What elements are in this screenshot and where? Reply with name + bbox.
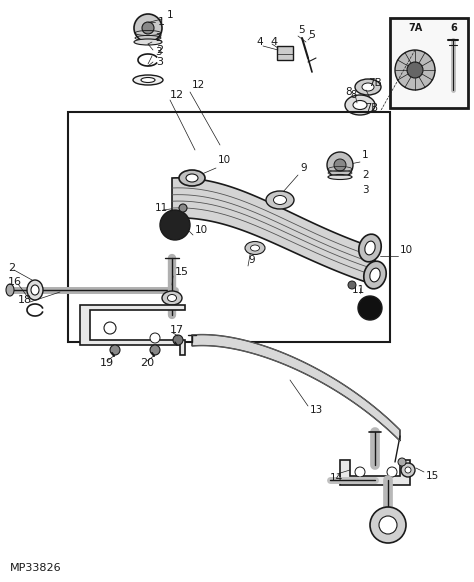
- Ellipse shape: [370, 268, 380, 282]
- Circle shape: [104, 322, 116, 334]
- Text: 12: 12: [170, 90, 184, 100]
- Text: 17: 17: [170, 325, 184, 335]
- Ellipse shape: [141, 77, 155, 83]
- Polygon shape: [340, 460, 410, 485]
- Ellipse shape: [167, 294, 176, 301]
- Circle shape: [334, 159, 346, 171]
- Ellipse shape: [134, 39, 162, 45]
- Ellipse shape: [162, 291, 182, 305]
- Text: 15: 15: [426, 471, 439, 481]
- Circle shape: [327, 152, 353, 178]
- Text: 15: 15: [175, 267, 189, 277]
- Ellipse shape: [365, 241, 375, 255]
- Text: 10: 10: [400, 245, 413, 255]
- Text: MP33826: MP33826: [10, 563, 62, 573]
- Circle shape: [348, 281, 356, 289]
- Circle shape: [370, 507, 406, 543]
- Ellipse shape: [364, 261, 386, 289]
- Circle shape: [142, 22, 154, 34]
- Circle shape: [355, 467, 365, 477]
- Text: 13: 13: [310, 405, 323, 415]
- Text: 10: 10: [218, 155, 231, 165]
- Circle shape: [405, 467, 411, 473]
- Text: 16: 16: [8, 277, 22, 287]
- Ellipse shape: [355, 79, 381, 95]
- Ellipse shape: [345, 95, 375, 115]
- Bar: [277, 46, 293, 60]
- Text: 8: 8: [350, 90, 356, 100]
- Text: 9: 9: [248, 255, 255, 265]
- Ellipse shape: [31, 285, 39, 295]
- Polygon shape: [192, 335, 400, 441]
- Text: 7B: 7B: [368, 78, 382, 88]
- Ellipse shape: [27, 280, 43, 300]
- Text: 2: 2: [156, 45, 163, 55]
- Ellipse shape: [245, 242, 265, 254]
- Ellipse shape: [328, 175, 352, 179]
- Ellipse shape: [273, 196, 286, 204]
- Circle shape: [401, 463, 415, 477]
- Bar: [390, 18, 468, 108]
- Text: 1: 1: [158, 17, 165, 27]
- Text: 3: 3: [156, 57, 163, 67]
- Text: 4: 4: [270, 37, 277, 47]
- Ellipse shape: [362, 83, 374, 91]
- Text: 11: 11: [155, 203, 168, 213]
- Circle shape: [134, 14, 162, 42]
- Polygon shape: [80, 305, 185, 355]
- Circle shape: [379, 516, 397, 534]
- Text: 3: 3: [155, 47, 162, 57]
- Ellipse shape: [179, 170, 205, 186]
- Text: 5: 5: [298, 25, 305, 35]
- Circle shape: [395, 50, 435, 90]
- Ellipse shape: [6, 284, 14, 296]
- Circle shape: [387, 467, 397, 477]
- Circle shape: [173, 335, 183, 345]
- Text: 2: 2: [362, 170, 369, 180]
- Circle shape: [179, 204, 187, 212]
- Text: 2: 2: [8, 263, 15, 273]
- Text: 7A: 7A: [408, 23, 422, 33]
- Ellipse shape: [186, 174, 198, 182]
- Text: 20: 20: [140, 358, 154, 368]
- Text: 1: 1: [167, 10, 173, 20]
- Text: 2: 2: [155, 33, 162, 43]
- Text: 3: 3: [362, 185, 369, 195]
- Bar: [68, 112, 390, 342]
- Circle shape: [150, 345, 160, 355]
- Ellipse shape: [266, 191, 294, 209]
- Text: 18: 18: [18, 295, 32, 305]
- Ellipse shape: [133, 75, 163, 85]
- Text: 14: 14: [330, 473, 343, 483]
- Circle shape: [150, 333, 160, 343]
- Text: 4: 4: [256, 37, 263, 47]
- Text: 8: 8: [345, 87, 352, 97]
- Text: 12: 12: [192, 80, 205, 90]
- Ellipse shape: [353, 101, 367, 109]
- Circle shape: [398, 458, 406, 466]
- Polygon shape: [172, 178, 375, 285]
- Ellipse shape: [359, 234, 381, 262]
- Text: 19: 19: [100, 358, 114, 368]
- Text: 1: 1: [362, 150, 369, 160]
- Circle shape: [407, 62, 423, 78]
- Circle shape: [160, 210, 190, 240]
- Text: 5: 5: [308, 30, 315, 40]
- Text: 7B: 7B: [365, 103, 378, 113]
- Text: 11: 11: [352, 285, 365, 295]
- Text: 9: 9: [300, 163, 307, 173]
- Text: 6: 6: [450, 23, 457, 33]
- Text: 10: 10: [195, 225, 208, 235]
- Circle shape: [110, 345, 120, 355]
- Ellipse shape: [250, 245, 259, 251]
- Circle shape: [358, 296, 382, 320]
